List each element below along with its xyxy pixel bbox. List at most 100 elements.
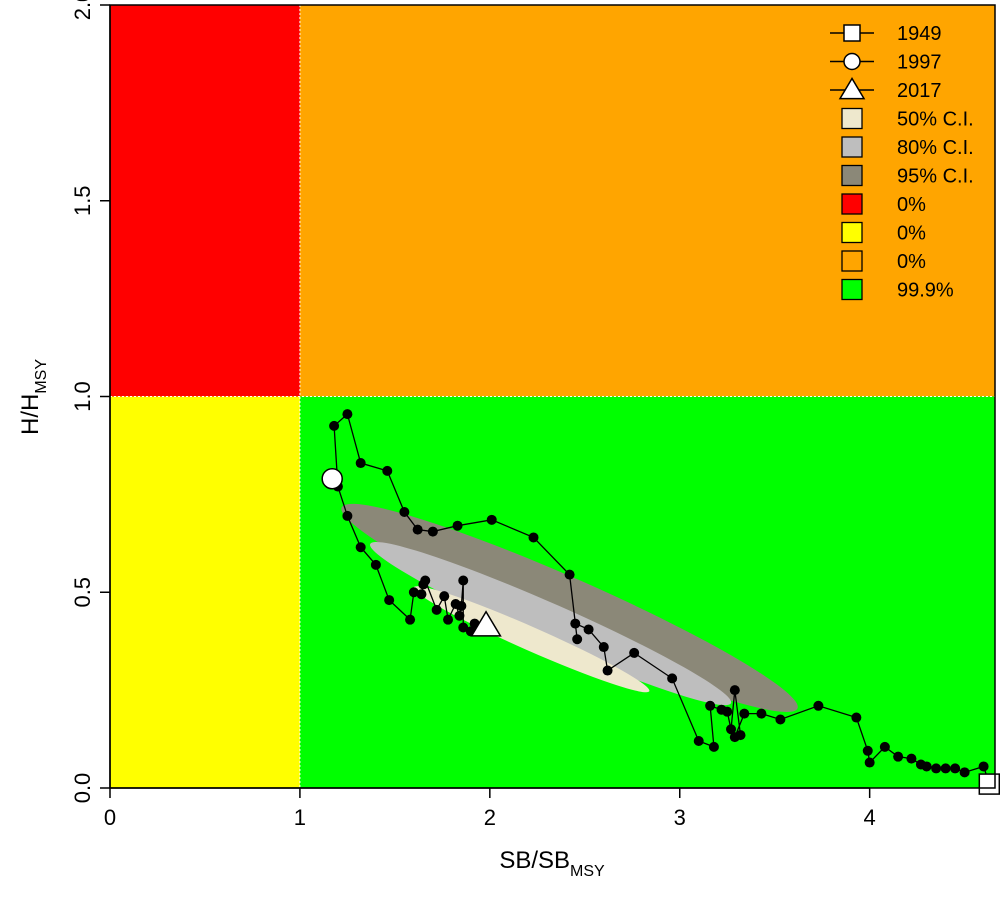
- trajectory-point: [443, 614, 454, 625]
- legend-item: 0%: [841, 221, 926, 245]
- trajectory-point: [456, 600, 467, 611]
- trajectory-point: [416, 589, 427, 600]
- legend-marker-circle: [843, 52, 861, 71]
- legend-item: 2017: [830, 77, 942, 102]
- trajectory-point: [735, 730, 746, 741]
- trajectory-point: [739, 708, 750, 719]
- x-tick-label: 0: [104, 805, 116, 830]
- trajectory-point: [355, 458, 366, 469]
- trajectory-point: [756, 708, 767, 719]
- legend-item: 1997: [830, 52, 942, 74]
- legend-item: 80% C.I.: [841, 136, 974, 159]
- trajectory-point: [978, 761, 989, 772]
- legend-swatch: [841, 136, 863, 158]
- y-tick-label: 2.0: [70, 0, 95, 20]
- legend-label: 80% C.I.: [897, 137, 974, 159]
- trajectory-point: [602, 665, 613, 676]
- trajectory-point: [329, 420, 340, 431]
- legend-item: 0%: [841, 250, 926, 273]
- trajectory-point: [726, 724, 737, 735]
- legend-label: 1949: [897, 23, 942, 45]
- legend: 1949 1997 2017 50% C.I. 80% C.I. 95% C.I. 0% 0%…: [830, 23, 974, 302]
- trajectory-point: [454, 610, 465, 621]
- trajectory-point: [420, 575, 431, 586]
- trajectory-point: [893, 751, 904, 762]
- x-tick-label: 2: [484, 805, 496, 830]
- legend-label: 0%: [897, 251, 926, 273]
- trajectory-point: [355, 542, 366, 553]
- trajectory-point: [412, 524, 423, 535]
- zone-green: [299, 396, 995, 788]
- legend-label: 2017: [897, 80, 942, 102]
- zone-red: [110, 5, 300, 397]
- x-tick-label: 4: [864, 805, 876, 830]
- trajectory-point: [342, 510, 353, 521]
- ci-region-95pct: [341, 503, 798, 712]
- trajectory-point: [405, 614, 416, 625]
- trajectory-point: [813, 700, 824, 711]
- marker-2017: [470, 610, 502, 637]
- trajectory-point: [382, 465, 393, 476]
- legend-label: 1997: [897, 52, 942, 74]
- trajectory-point: [598, 642, 609, 653]
- trajectory-point: [458, 575, 469, 586]
- trajectory-point: [705, 700, 716, 711]
- legend-item: 0%: [841, 193, 926, 216]
- x-tick-label: 1: [294, 805, 306, 830]
- trajectory-point: [564, 569, 575, 580]
- legend-label: 50% C.I.: [897, 109, 974, 131]
- trajectory-point: [583, 624, 594, 635]
- trajectory-point: [950, 763, 961, 774]
- marker-1997: [321, 467, 343, 490]
- legend-swatch: [841, 278, 863, 301]
- trajectory-point: [431, 604, 442, 615]
- trajectory-point: [862, 745, 873, 756]
- trajectory-point: [667, 673, 678, 684]
- legend-item: 1949: [830, 23, 942, 45]
- x-axis-label: SB/SBMSY: [499, 847, 605, 880]
- legend-item: 99.9%: [841, 278, 954, 302]
- trajectory-point: [572, 634, 583, 645]
- trajectory-point: [399, 506, 410, 517]
- legend-label: 0%: [897, 194, 926, 216]
- trajectory-point: [342, 409, 353, 420]
- trajectory-point: [629, 647, 640, 658]
- y-axis-label: H/HMSY: [17, 359, 50, 435]
- legend-swatch: [841, 107, 863, 130]
- trajectory-point: [408, 587, 419, 598]
- y-axis: 0.0 0.5 1.0 1.5 2.0: [70, 0, 111, 804]
- trajectory-point: [708, 741, 719, 752]
- legend-item: 95% C.I.: [841, 164, 974, 188]
- legend-swatch: [841, 250, 863, 272]
- legend-label: 99.9%: [897, 280, 954, 302]
- trajectory-point: [851, 712, 862, 723]
- trajectory-point: [528, 532, 539, 543]
- trajectory-point: [864, 757, 875, 768]
- trajectory-point: [486, 514, 497, 525]
- trajectory-point: [879, 741, 890, 752]
- trajectory-point: [906, 753, 917, 764]
- legend-swatch: [841, 193, 863, 215]
- legend-swatch: [841, 164, 863, 187]
- trajectory-point: [693, 736, 704, 747]
- trajectory-point: [452, 520, 463, 531]
- legend-swatch: [841, 221, 863, 244]
- trajectory-point: [775, 714, 786, 725]
- trajectory-point: [729, 685, 740, 696]
- trajectory-point: [427, 526, 438, 537]
- zone-yellow: [110, 396, 300, 788]
- legend-marker-square: [843, 24, 861, 42]
- trajectory-point: [940, 763, 951, 774]
- trajectory-point: [458, 622, 469, 633]
- marker-1949: [978, 773, 1000, 795]
- y-tick-label: 1.5: [70, 185, 95, 216]
- x-axis: 0 1 2 3 4: [104, 787, 876, 830]
- zone-orange: [299, 5, 995, 397]
- trajectory-point: [915, 759, 926, 770]
- y-tick-label: 0.0: [70, 773, 95, 804]
- trajectory-point: [384, 595, 395, 606]
- ci-region-50pct: [413, 586, 650, 693]
- legend-marker-triangle: [838, 77, 866, 100]
- legend-label: 95% C.I.: [897, 166, 974, 188]
